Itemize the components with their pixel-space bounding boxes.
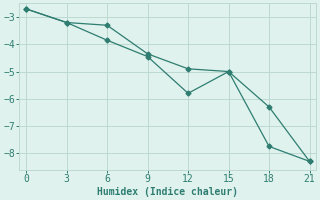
X-axis label: Humidex (Indice chaleur): Humidex (Indice chaleur) (97, 186, 238, 197)
